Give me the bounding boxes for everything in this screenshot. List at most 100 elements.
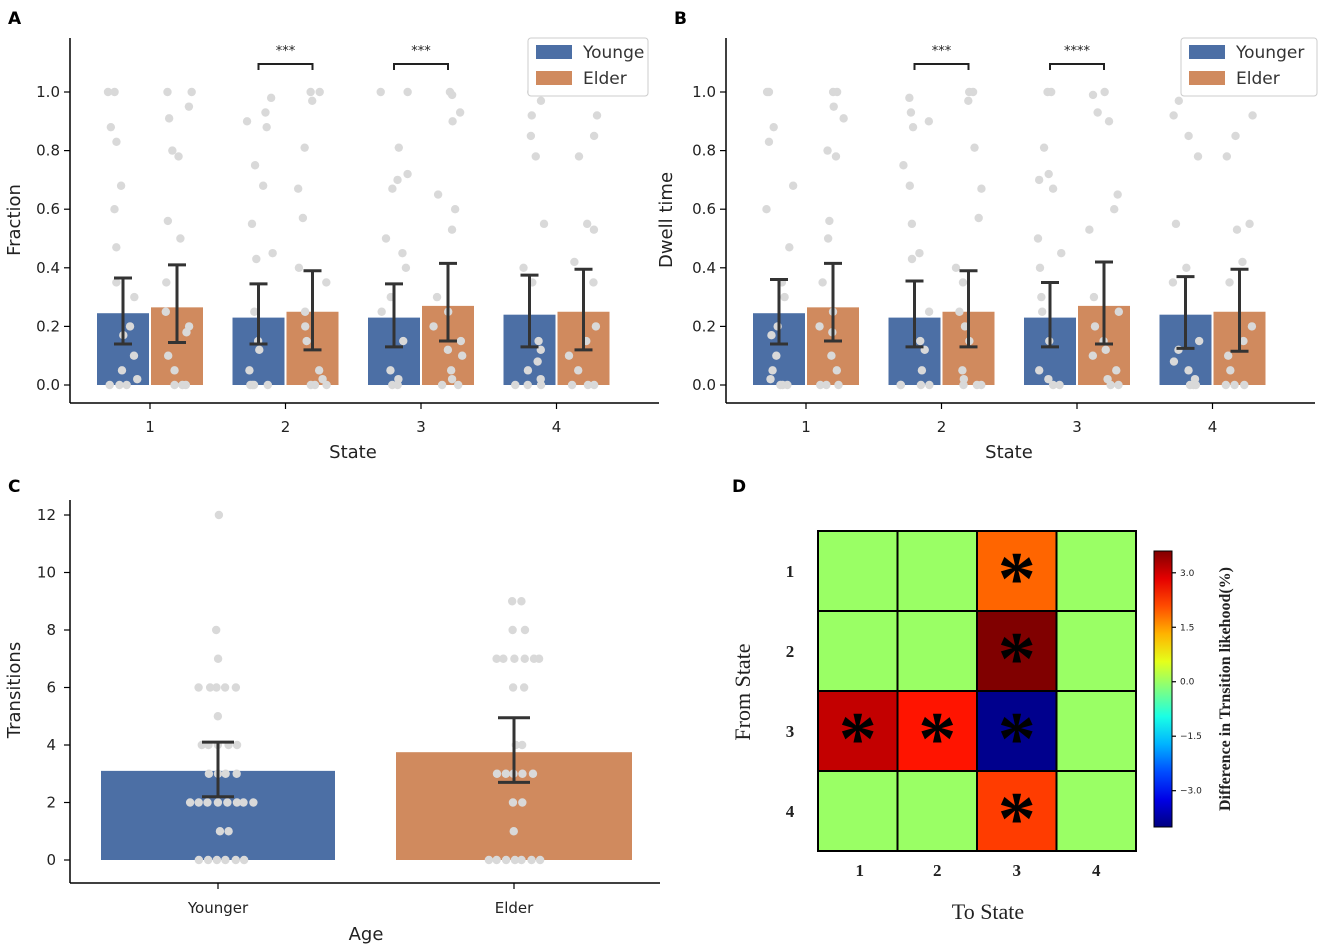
- x-tick-label: Elder: [495, 899, 534, 917]
- data-point: [213, 654, 223, 663]
- data-point: [1184, 131, 1193, 141]
- row-label: 3: [786, 722, 795, 741]
- data-point: [1033, 234, 1043, 243]
- data-point: [213, 712, 223, 721]
- data-point: [972, 380, 982, 390]
- data-point: [398, 248, 407, 258]
- data-point: [767, 330, 776, 340]
- data-point: [1088, 90, 1098, 100]
- data-point: [1194, 336, 1204, 346]
- data-point: [508, 798, 518, 807]
- data-point: [314, 366, 324, 375]
- data-point: [308, 96, 317, 105]
- data-point: [1112, 366, 1121, 375]
- data-point: [528, 769, 538, 778]
- data-point: [519, 263, 528, 272]
- data-point: [103, 87, 113, 97]
- col-label: 3: [1013, 861, 1022, 880]
- x-tick-label: 1: [145, 418, 155, 436]
- data-point: [539, 219, 549, 229]
- y-axis-title: Transitions: [4, 642, 25, 739]
- colorbar: [1153, 550, 1173, 828]
- data-point: [536, 380, 546, 390]
- data-point: [583, 380, 593, 390]
- heatmap-cell: [1055, 610, 1137, 692]
- x-tick-label: 1: [801, 418, 811, 436]
- y-axis-title: From State: [730, 643, 755, 740]
- panel-letter-c: C: [8, 477, 20, 497]
- data-point: [905, 181, 914, 190]
- data-point: [194, 798, 203, 807]
- data-point: [520, 625, 530, 635]
- data-point: [492, 654, 501, 663]
- legend-label-elder: Elder: [583, 69, 627, 89]
- data-point: [1110, 205, 1119, 214]
- data-point: [1221, 380, 1231, 390]
- row-label: 4: [786, 802, 795, 821]
- significance-asterisk: *: [918, 697, 956, 781]
- data-point: [1114, 307, 1124, 316]
- colorbar-tick-label: −1.5: [1180, 732, 1202, 742]
- data-point: [213, 798, 223, 807]
- chart-panel-b: 0.00.20.40.60.81.01 2 3 4*** **** YoungerElde…: [656, 37, 1318, 463]
- data-point: [1231, 131, 1240, 141]
- data-point: [432, 292, 442, 302]
- data-point: [204, 769, 214, 778]
- data-point: [403, 87, 412, 97]
- data-point: [239, 798, 248, 807]
- data-point: [907, 254, 917, 264]
- data-point: [958, 278, 968, 287]
- col-label: 2: [933, 861, 942, 880]
- data-point: [433, 190, 443, 199]
- data-point: [232, 798, 242, 807]
- y-tick-label: 6: [46, 679, 56, 697]
- data-point: [221, 855, 230, 865]
- data-point: [1226, 366, 1235, 375]
- data-point: [762, 87, 772, 97]
- data-point: [306, 87, 315, 97]
- legend-swatch-younger: [536, 45, 572, 59]
- y-tick-label: 0.6: [692, 200, 716, 218]
- data-point: [827, 351, 836, 360]
- significance-asterisk: *: [998, 617, 1036, 701]
- heatmap-cell: [817, 530, 899, 612]
- data-point: [536, 96, 546, 105]
- data-point: [293, 184, 303, 193]
- y-axis-title: Dwell time: [656, 172, 677, 268]
- data-point: [1247, 322, 1257, 331]
- data-point: [917, 366, 927, 375]
- data-point: [517, 740, 527, 750]
- data-point: [1169, 111, 1178, 120]
- data-point: [517, 855, 526, 865]
- data-point: [1035, 263, 1045, 272]
- data-point: [517, 597, 526, 606]
- data-point: [110, 205, 119, 214]
- data-point: [239, 855, 249, 865]
- data-point: [1232, 225, 1242, 234]
- legend-label-younger: Younge: [582, 43, 644, 63]
- significance-label: ***: [276, 44, 296, 59]
- heatmap-cell: [817, 690, 899, 772]
- data-point: [1245, 219, 1254, 229]
- data-point: [1101, 345, 1110, 355]
- data-point: [1106, 380, 1115, 390]
- data-point: [509, 827, 518, 836]
- legend-label-younger: Younger: [1235, 43, 1304, 63]
- data-point: [117, 366, 127, 375]
- data-point: [785, 243, 794, 252]
- data-point: [203, 855, 213, 865]
- data-point: [951, 263, 961, 272]
- data-point: [526, 131, 536, 141]
- data-point: [567, 380, 577, 390]
- data-point: [242, 117, 252, 126]
- data-point: [294, 263, 304, 272]
- data-point: [818, 278, 827, 287]
- y-axis-title: Fraction: [4, 184, 25, 256]
- data-point: [112, 137, 121, 147]
- data-point: [1114, 380, 1123, 390]
- legend-swatch-elder: [1189, 71, 1225, 85]
- data-point: [831, 152, 841, 161]
- significance-label: ****: [1064, 44, 1091, 59]
- data-point: [318, 374, 327, 384]
- data-point: [1238, 257, 1247, 267]
